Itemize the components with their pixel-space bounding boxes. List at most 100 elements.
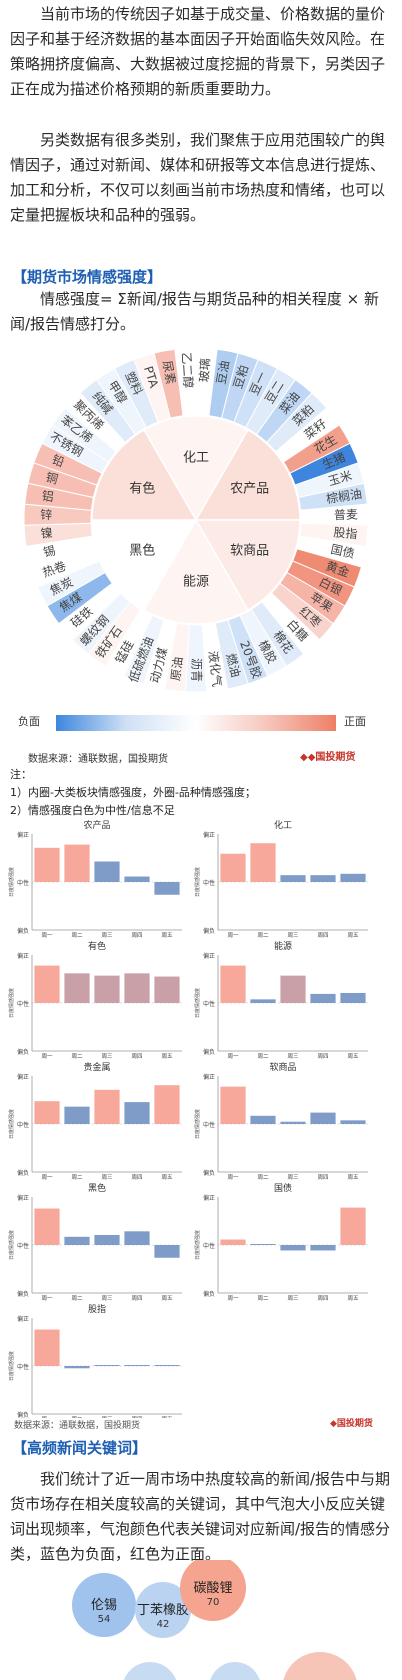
mini-bar: [280, 1245, 306, 1251]
mini-x-tick: 周二: [257, 932, 269, 939]
mini-bar: [64, 1366, 90, 1369]
sunburst-outer-label: 豆粕: [230, 363, 252, 390]
brand-logo-2: ◆国投期货: [330, 1419, 373, 1429]
mini-y-tick: 偏正: [203, 1073, 215, 1081]
mini-bar: [340, 873, 366, 882]
mini-x-tick: 周三: [101, 1053, 113, 1060]
mini-bar: [64, 973, 90, 1003]
mini-y-tick: 中性: [17, 1363, 29, 1371]
sunburst-outer-label: 燃油: [223, 652, 243, 679]
mini-y-title: 日度情感强度: [8, 988, 15, 1018]
bubble-count: 54: [98, 1614, 111, 1625]
mini-bar: [34, 1329, 60, 1366]
mini-x-tick: 周五: [347, 1174, 359, 1181]
mini-y-title: 日度情感强度: [194, 988, 201, 1018]
mini-x-tick: 周四: [131, 1174, 142, 1181]
mini-bar: [94, 861, 120, 882]
mini-x-tick: 周三: [101, 1416, 113, 1418]
sunburst-inner-label: 软商品: [230, 544, 269, 559]
mini-bar: [250, 999, 276, 1003]
mini-y-tick: 偏正: [203, 831, 215, 839]
mini-y-tick: 偏负: [203, 927, 215, 935]
mini-x-tick: 周一: [41, 1416, 53, 1418]
mini-bar: [340, 1120, 366, 1124]
legend-gradient-bar: [56, 715, 336, 731]
mini-y-tick: 偏负: [17, 927, 29, 935]
mini-y-tick: 偏正: [203, 1194, 215, 1202]
mini-x-tick: 周二: [71, 1174, 83, 1181]
mini-y-tick: 偏负: [203, 1169, 215, 1177]
mini-x-tick: 周四: [317, 1053, 328, 1060]
mini-y-tick: 中性: [203, 879, 215, 887]
mini-x-tick: 周五: [347, 932, 359, 939]
mini-x-tick: 周四: [131, 1053, 142, 1060]
mini-x-tick: 周一: [41, 1174, 53, 1181]
mini-x-tick: 周五: [161, 1053, 173, 1060]
sunburst-inner-label: 有色: [129, 481, 155, 497]
note-line-2: 2）情感强度白色为中性/信息不足: [10, 804, 175, 817]
mini-x-tick: 周二: [257, 1053, 269, 1060]
mini-y-tick: 中性: [17, 1000, 29, 1008]
mini-bar: [280, 975, 306, 1003]
bubble-circle-partial: [210, 1662, 260, 1680]
intro-paragraph-2: 另类数据有很多类别，我们聚焦于应用范围较广的舆情因子，通过对新闻、媒体和研报等文…: [10, 131, 386, 224]
mini-x-tick: 周三: [101, 1174, 113, 1181]
mini-bar: [250, 1244, 276, 1245]
sunburst-chart: 玻璃 豆油豆粕豆一豆二菜油菜粕菜籽花生生猪玉米棕榈油普麦股指国债黄金白银苹果红枣白…: [23, 347, 369, 693]
mini-chart-title: 能源: [274, 940, 292, 952]
mini-bar: [220, 965, 246, 1003]
mini-y-title: 日度情感强度: [194, 1230, 201, 1260]
mini-x-tick: 周二: [71, 1295, 83, 1302]
mini-x-tick: 周一: [41, 1295, 53, 1302]
section-title-keywords: 【高频新闻关键词】: [12, 1439, 148, 1457]
sunburst-outer-label: 豆油: [214, 359, 232, 385]
mini-bar: [64, 1106, 90, 1124]
sunburst-outer-label: 普麦: [334, 508, 358, 523]
mini-x-tick: 周四: [131, 1295, 142, 1302]
bubble-circle-partial: [283, 1652, 357, 1680]
mini-chart-title: 黑色: [88, 1182, 106, 1194]
mini-bar: [154, 1245, 180, 1258]
sunburst-outer-label: 铝: [41, 488, 55, 505]
mini-x-tick: 周四: [317, 1295, 328, 1302]
mini-y-tick: 中性: [203, 1121, 215, 1129]
mini-y-tick: 偏负: [17, 1169, 29, 1177]
mini-bar: [34, 847, 60, 882]
mini-y-title: 日度情感强度: [8, 1351, 15, 1381]
sunburst-outer-segment: [174, 347, 197, 417]
mini-x-tick: 周二: [71, 1416, 83, 1418]
mini-bar: [154, 976, 180, 1003]
mini-bar: [124, 876, 150, 882]
mini-x-tick: 周二: [71, 1053, 83, 1060]
brand-logo-1: ◆◆国投期货: [300, 752, 356, 763]
sunburst-outer-label: 铅: [50, 452, 67, 470]
mini-y-title: 日度情感强度: [194, 867, 201, 897]
mini-x-tick: 周一: [227, 1295, 239, 1302]
source-note-2: 数据来源：通联数据，国投期货: [14, 1421, 141, 1431]
mini-x-tick: 周五: [161, 1416, 173, 1418]
sunburst-outer-label: PTA: [141, 364, 161, 390]
mini-bar: [280, 875, 306, 882]
mini-x-tick: 周三: [287, 1174, 299, 1181]
bubble-circle-partial: [123, 1662, 177, 1680]
mini-x-tick: 周二: [257, 1295, 269, 1302]
mini-bar: [280, 1121, 306, 1124]
sunburst-outer-label: 镍: [40, 526, 53, 541]
legend-negative-label: 负面: [18, 715, 40, 728]
mini-x-tick: 周三: [287, 1295, 299, 1302]
mini-bar: [250, 843, 276, 882]
mini-x-tick: 周三: [101, 932, 113, 939]
mini-x-tick: 周五: [347, 1295, 359, 1302]
mini-bar: [94, 1365, 120, 1366]
mini-bar: [220, 1239, 246, 1245]
source-note-1: 数据来源：通联数据，国投期货: [28, 754, 168, 765]
mini-bar: [154, 1085, 180, 1124]
